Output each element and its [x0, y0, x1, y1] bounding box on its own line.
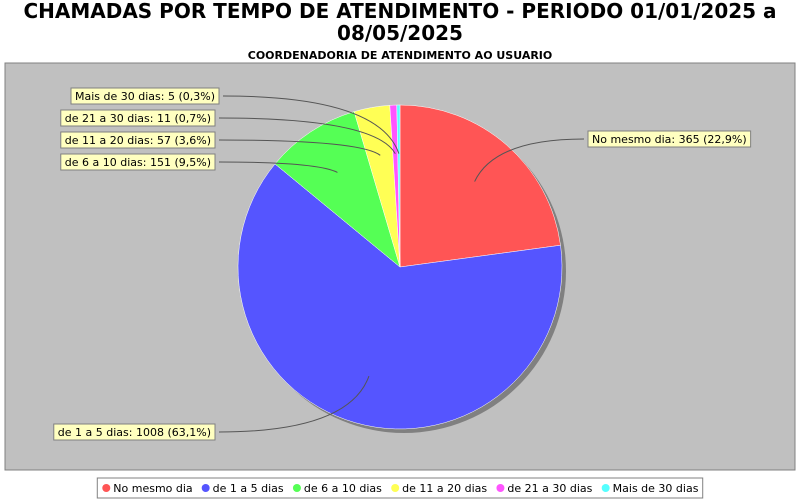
legend-marker [102, 484, 111, 492]
label-link [218, 139, 381, 156]
legend-label: Mais de 30 dias [613, 482, 699, 495]
label-box [60, 153, 216, 171]
pie-slice [399, 104, 561, 268]
legend-marker [601, 484, 610, 492]
legend-label: de 21 a 30 dias [507, 482, 592, 495]
chart-subtitle: COORDENADORIA DE ATENDIMENTO AO USUARIO [247, 49, 553, 62]
data-label: de 6 a 10 dias: 151 (9,5%) [65, 156, 211, 169]
pie-slice [396, 104, 401, 268]
data-label: No mesmo dia: 365 (22,9%) [592, 133, 747, 146]
label-box [587, 130, 752, 148]
data-label: de 21 a 30 dias: 11 (0,7%) [65, 112, 211, 125]
label-box [53, 423, 216, 441]
data-label: de 1 a 5 dias: 1008 (63,1%) [58, 426, 211, 439]
label-link [218, 161, 338, 173]
label-link [474, 138, 585, 182]
label-box [60, 131, 216, 149]
label-link [218, 375, 370, 433]
legend-label: de 11 a 20 dias [402, 482, 487, 495]
legend-marker [201, 484, 210, 492]
pie-slice [237, 163, 563, 430]
legend-label: de 6 a 10 dias [304, 482, 382, 495]
legend-box [96, 477, 704, 499]
chart-title: CHAMADAS POR TEMPO DE ATENDIMENTO - PERI… [23, 0, 777, 45]
label-link [222, 95, 400, 154]
label-box [60, 109, 216, 127]
data-label: Mais de 30 dias: 5 (0,3%) [75, 90, 215, 103]
data-label: de 11 a 20 dias: 57 (3,6%) [65, 134, 211, 147]
label-box [70, 87, 220, 105]
legend: No mesmo dia de 1 a 5 dias de 6 a 10 dias d… [96, 477, 704, 499]
legend-label: No mesmo dia [113, 482, 192, 495]
legend-marker [292, 484, 301, 492]
legend-label: de 1 a 5 dias [213, 482, 284, 495]
label-link [218, 117, 396, 154]
legend-marker [496, 484, 505, 492]
legend-marker [391, 484, 400, 492]
pie: No mesmo dia: 365 (22,9%) de 1 a 5 dias: … [53, 87, 752, 441]
